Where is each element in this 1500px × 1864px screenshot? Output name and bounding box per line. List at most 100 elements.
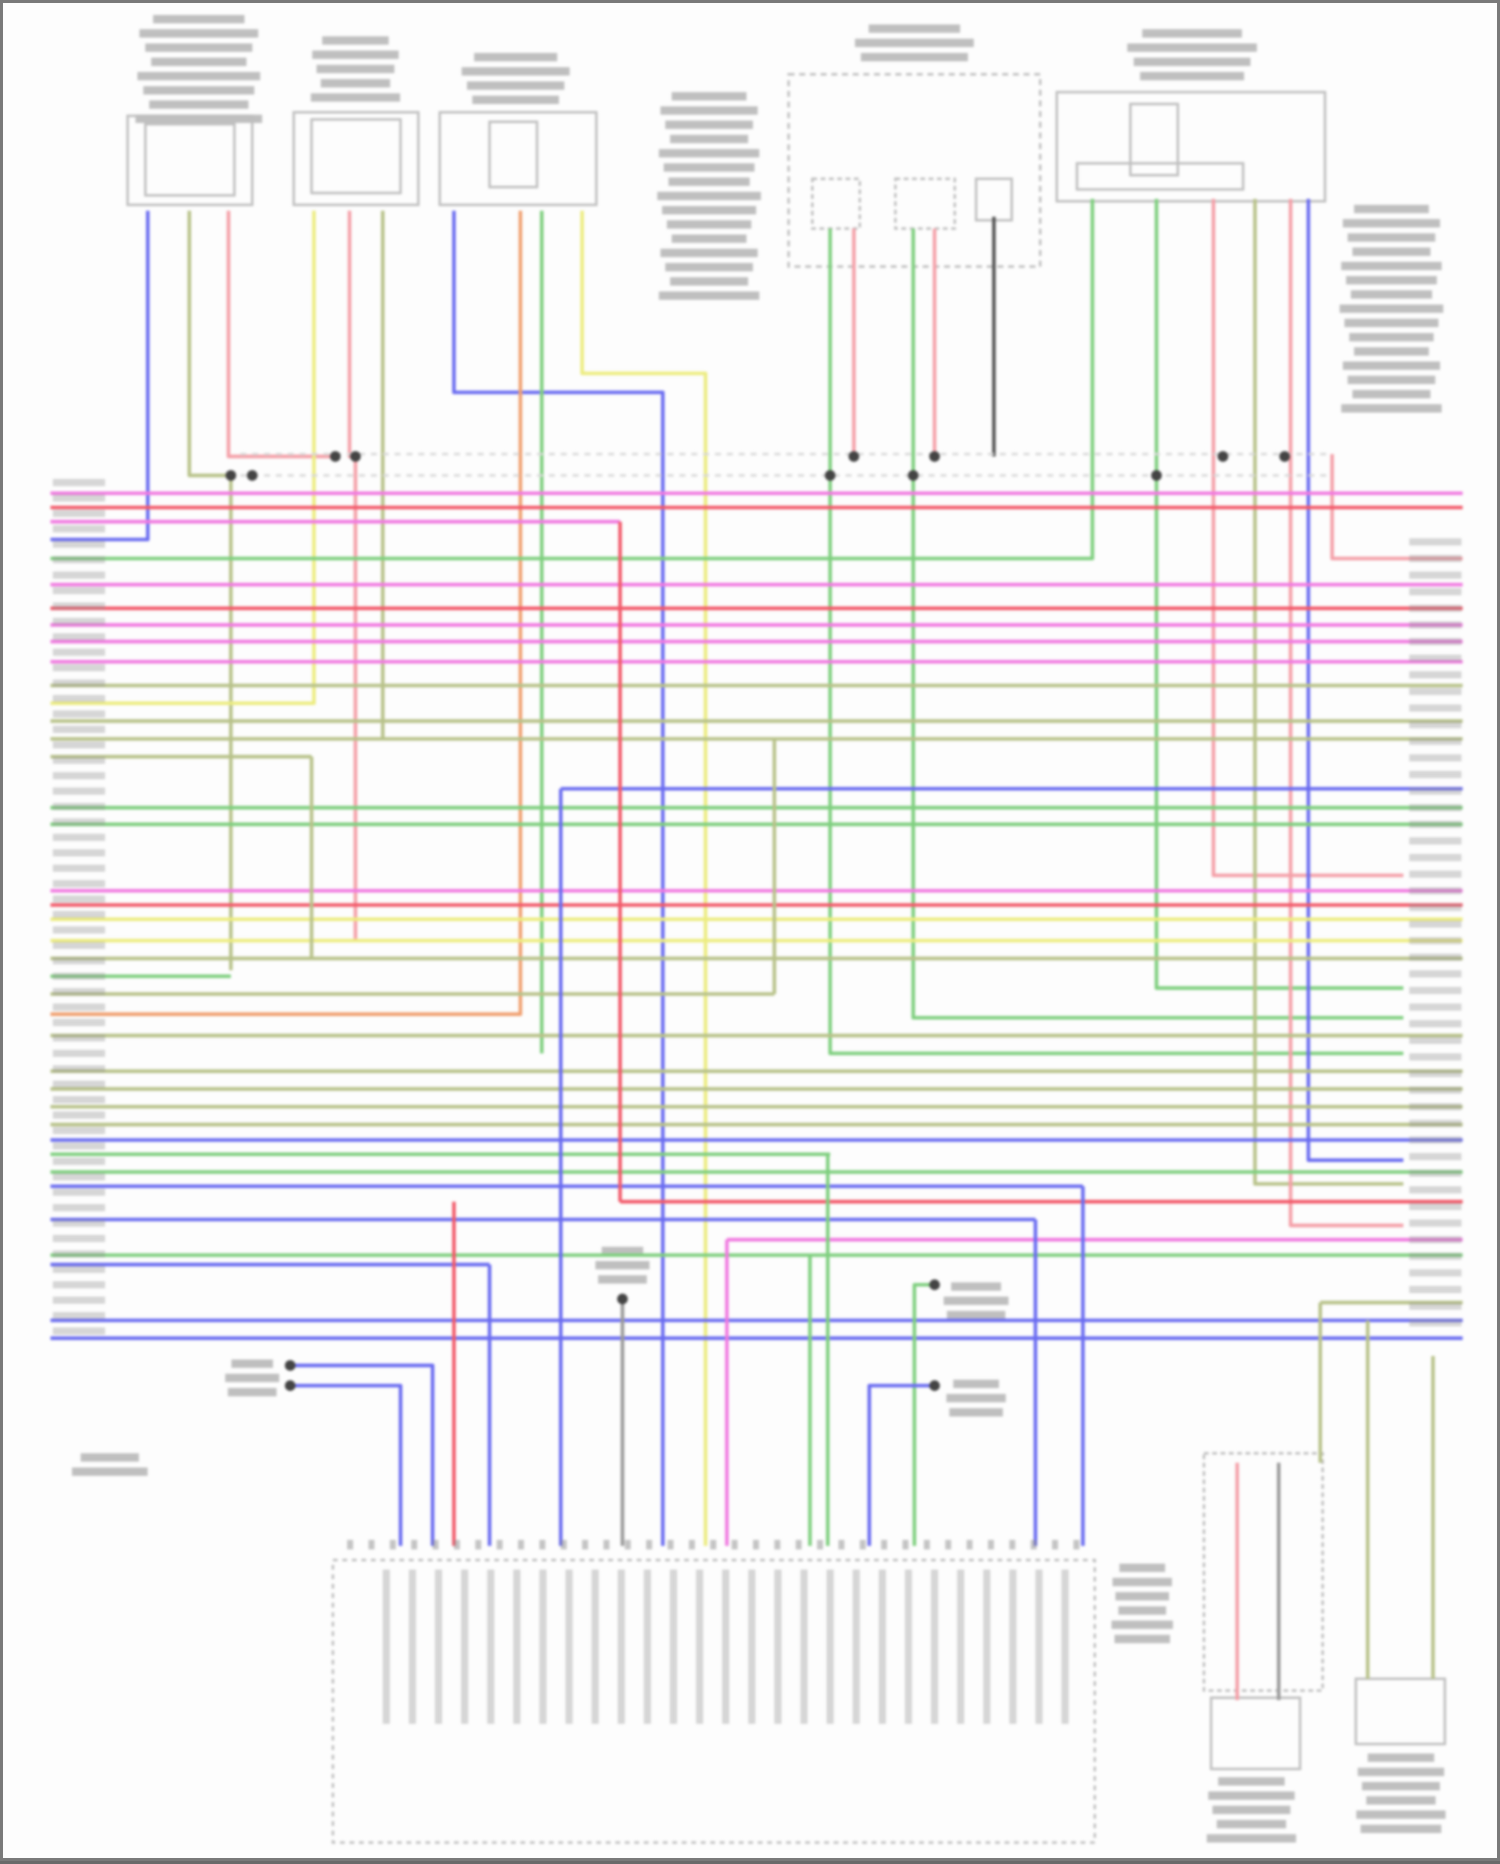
ecm-pin-label [487,1569,495,1724]
pin-number [667,1539,674,1550]
sensor-box [1354,1677,1447,1746]
wire-label [52,725,106,733]
wire-label [52,1034,106,1042]
sensor-label [1208,1791,1295,1800]
sensor-label [137,71,261,81]
wire-label [52,957,106,965]
wire-label [1409,1020,1462,1028]
wire-label [1409,1319,1462,1327]
harness-label [1354,204,1429,214]
sensor-label [310,93,401,102]
wire-blue [50,210,150,542]
ecm-pin-label [434,1569,443,1724]
wire-label [1409,621,1462,629]
wire-label [1409,1202,1462,1211]
wire-label [52,633,106,641]
harness-label [1341,404,1442,413]
wire-label [52,710,106,718]
wire-label [52,818,106,826]
pin-number [624,1539,631,1550]
splice-dot [225,470,237,481]
ecm-pin-label [957,1569,965,1724]
harness-label [658,149,760,158]
wire-label [52,1234,106,1243]
wire-label [1409,1119,1462,1127]
pin-number [518,1539,524,1550]
sensor-label [153,14,245,24]
pin-number [1009,1539,1016,1550]
wire-label [1409,887,1462,895]
pin-number [795,1539,802,1550]
wire-label [52,910,106,919]
harness-label [662,206,757,215]
splice-dot [329,451,341,462]
ecm-pin-label [1035,1569,1043,1724]
harness-label [1352,247,1431,256]
sensor-inner [1129,102,1180,177]
wire-label [1409,1086,1462,1094]
splice-dot [246,470,258,481]
wire-label [1409,754,1462,762]
sensor-label [1367,1753,1435,1762]
pin-number [966,1539,973,1550]
splice-dot [907,470,919,481]
pin-number [774,1539,781,1550]
wire-label [1409,554,1462,563]
wire-label [1409,721,1462,729]
wire-label [52,1312,106,1320]
ecm-pin-label [408,1569,416,1724]
pin-number [1052,1539,1058,1550]
wire-label [52,1142,106,1150]
wire-label [1409,687,1462,695]
splice-dot [1217,451,1229,462]
splice-dot [1279,451,1290,462]
sensor-label [1362,1781,1440,1791]
wire-blue [290,1383,403,1546]
wire-label [1409,1103,1462,1111]
wire-label [1409,1302,1462,1310]
ecm-pin-label [800,1569,808,1724]
sensor-inner [310,118,402,195]
wire-label [1409,953,1462,961]
harness-label [665,120,753,129]
wire-label [52,509,106,517]
wire-label [52,1250,106,1258]
sensor-label [149,100,249,109]
harness-label [1347,375,1436,385]
wire-label [52,494,106,502]
wire-label [52,864,106,872]
wire-label [1409,1069,1462,1078]
wire-lightred [347,210,358,941]
connector-label [225,1373,280,1383]
engine-control-module-box [331,1558,1096,1844]
harness-label [1344,318,1439,328]
wire-label [52,926,106,934]
sensor-label [312,50,399,59]
harness-label [1354,347,1429,356]
harness-label [657,191,761,201]
splice-dot [284,1360,296,1371]
wire-green [1154,198,1404,990]
wire-yellow [580,210,708,1546]
sensor-label [1127,43,1257,52]
harness-label [665,263,753,272]
wire-green [50,198,1095,561]
ecm-pin-label [904,1569,913,1724]
wire-label [52,1018,106,1027]
ecm-pin-label [643,1569,651,1724]
splice-dot [929,1279,940,1291]
splice-dot [824,470,836,481]
pin-number [731,1539,738,1550]
ecm-pin-label [748,1569,756,1724]
wire-orange [50,210,523,1016]
wire-label [52,895,106,903]
pin-number [475,1539,482,1550]
connector-label [231,1359,273,1368]
wire-label [52,1126,106,1135]
wire-label [1409,538,1462,546]
sensor-label [474,52,558,62]
pin-number [987,1539,994,1550]
wire-label [52,741,106,749]
wire-olive [187,210,233,971]
wire-label [1409,1219,1462,1227]
